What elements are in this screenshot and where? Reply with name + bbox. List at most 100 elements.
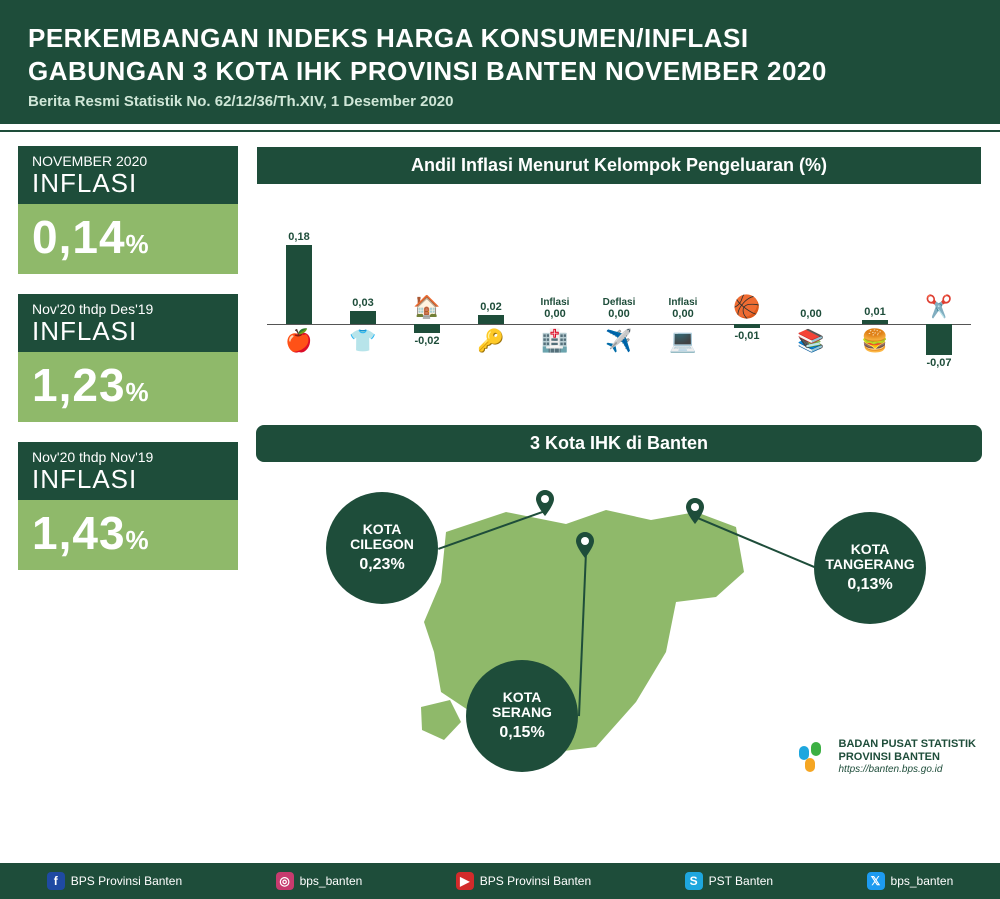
books-icon: 📚: [784, 328, 838, 354]
footer-item[interactable]: f BPS Provinsi Banten: [47, 872, 182, 890]
stat-line2: INFLASI: [32, 317, 224, 346]
agency-url: https://banten.bps.go.id: [839, 764, 977, 776]
bar: [414, 324, 440, 333]
footer-item[interactable]: 𝕏bps_banten: [867, 872, 954, 890]
facebook-icon: f: [47, 872, 65, 890]
instagram-icon: ◎: [276, 872, 294, 890]
stat-column: NOVEMBER 2020 INFLASI 0,14% Nov'20 thdp …: [18, 146, 238, 782]
stat-value: 0,14: [32, 211, 126, 263]
map-area: KOTACILEGON 0,23% KOTATANGERANG 0,13% KOTASE…: [256, 462, 982, 782]
bar-label: -0,02: [400, 335, 454, 347]
stat-value: 1,23: [32, 359, 126, 411]
stat-line1: NOVEMBER 2020: [32, 154, 224, 169]
bar-col-3: 0,02 🔑: [464, 184, 518, 414]
agency-line2: PROVINSI BANTEN: [839, 751, 977, 764]
bar-label: -0,01: [720, 330, 774, 342]
footer-label: bps_banten: [300, 874, 363, 888]
stat-card-2: Nov'20 thdp Nov'19 INFLASI 1,43%: [18, 442, 238, 570]
footer-item[interactable]: S PST Banten: [685, 872, 774, 890]
food-icon: 🍎: [272, 328, 326, 354]
bar-col-0: 0,18 🍎: [272, 184, 326, 414]
title-line-1: PERKEMBANGAN INDEKS HARGA KONSUMEN/INFLA…: [28, 23, 749, 53]
restaurant-icon: 🍔: [848, 328, 902, 354]
scissors-icon: ✂️: [912, 294, 966, 320]
bar-label: -0,07: [912, 357, 966, 369]
footer-item[interactable]: ◎ bps_banten: [276, 872, 363, 890]
footer-item[interactable]: ▶ BPS Provinsi Banten: [456, 872, 591, 890]
bar: [734, 324, 760, 328]
chart-area: 0,18 🍎 0,03 👕 -0,02 🏠 0,02 🔑 Inflasi0,00 🏥 Deflasi…: [257, 184, 981, 414]
right-column: Andil Inflasi Menurut Kelompok Pengeluar…: [256, 146, 982, 782]
stat-suffix: %: [126, 525, 150, 555]
content: NOVEMBER 2020 INFLASI 0,14% Nov'20 thdp …: [0, 132, 1000, 788]
bar-col-2: -0,02 🏠: [400, 184, 454, 414]
bar-col-8: 0,00 📚: [784, 184, 838, 414]
clothing-icon: 👕: [336, 328, 390, 354]
youtube-icon: ▶: [456, 872, 474, 890]
stat-card-1: Nov'20 thdp Des'19 INFLASI 1,23%: [18, 294, 238, 422]
footer: f BPS Provinsi Banten ◎ bps_banten ▶ BPS Prov…: [0, 863, 1000, 899]
bar-label: Inflasi0,00: [528, 298, 582, 320]
bar-col-1: 0,03 👕: [336, 184, 390, 414]
stat-card-0: NOVEMBER 2020 INFLASI 0,14%: [18, 146, 238, 274]
footer-label: BPS Provinsi Banten: [480, 874, 591, 888]
plane-icon: ✈️: [592, 328, 646, 354]
hospital-icon: 🏥: [528, 328, 582, 354]
bar-col-6: Inflasi0,00 💻: [656, 184, 710, 414]
stat-line2: INFLASI: [32, 465, 224, 494]
agency-line1: BADAN PUSAT STATISTIK: [839, 738, 977, 751]
map-title: 3 Kota IHK di Banten: [256, 425, 982, 462]
stat-line1: Nov'20 thdp Nov'19: [32, 450, 224, 465]
bar: [926, 324, 952, 355]
bar: [350, 311, 376, 324]
stat-suffix: %: [126, 377, 150, 407]
house-icon: 🏠: [400, 294, 454, 320]
inflation-chart: Andil Inflasi Menurut Kelompok Pengeluar…: [256, 146, 982, 415]
chart-bars: 0,18 🍎 0,03 👕 -0,02 🏠 0,02 🔑 Inflasi0,00 🏥 Deflasi…: [267, 184, 971, 414]
agency-text: BADAN PUSAT STATISTIK PROVINSI BANTEN ht…: [839, 738, 977, 776]
city-value: 0,13%: [814, 576, 926, 594]
city-value: 0,23%: [326, 556, 438, 574]
sports-icon: 🏀: [720, 294, 774, 320]
laptop-icon: 💻: [656, 328, 710, 354]
agency-block: BADAN PUSAT STATISTIK PROVINSI BANTEN ht…: [797, 738, 977, 776]
footer-label: PST Banten: [709, 874, 774, 888]
bar-col-7: -0,01 🏀: [720, 184, 774, 414]
footer-label: BPS Provinsi Banten: [71, 874, 182, 888]
chart-title: Andil Inflasi Menurut Kelompok Pengeluar…: [257, 147, 981, 184]
header: PERKEMBANGAN INDEKS HARGA KONSUMEN/INFLA…: [0, 0, 1000, 124]
stat-line2: INFLASI: [32, 169, 224, 198]
footer-label: bps_banten: [891, 874, 954, 888]
bar-label: 0,01: [848, 306, 902, 318]
bar: [862, 320, 888, 324]
bps-logo-icon: [797, 740, 831, 774]
bar-label: 0,18: [272, 231, 326, 243]
bar-label: Deflasi0,00: [592, 298, 646, 320]
title-line-2: GABUNGAN 3 KOTA IHK PROVINSI BANTEN NOVE…: [28, 56, 827, 86]
bar-col-10: -0,07 ✂️: [912, 184, 966, 414]
city-value: 0,15%: [466, 724, 578, 742]
page-title: PERKEMBANGAN INDEKS HARGA KONSUMEN/INFLA…: [28, 22, 972, 87]
bar: [286, 245, 312, 324]
bar-col-9: 0,01 🍔: [848, 184, 902, 414]
city-name: KOTASERANG: [466, 690, 578, 721]
city-bubble-2: KOTASERANG 0,15%: [466, 660, 578, 772]
bar-label: 0,02: [464, 301, 518, 313]
skype-icon: S: [685, 872, 703, 890]
stat-value: 1,43: [32, 507, 126, 559]
bar-col-5: Deflasi0,00 ✈️: [592, 184, 646, 414]
bar: [478, 315, 504, 324]
bar-label: 0,03: [336, 297, 390, 309]
city-name: KOTATANGERANG: [814, 542, 926, 573]
twitter-icon: 𝕏: [867, 872, 885, 890]
bar-col-4: Inflasi0,00 🏥: [528, 184, 582, 414]
city-bubble-0: KOTACILEGON 0,23%: [326, 492, 438, 604]
keys-icon: 🔑: [464, 328, 518, 354]
bar-label: Inflasi0,00: [656, 298, 710, 320]
page: PERKEMBANGAN INDEKS HARGA KONSUMEN/INFLA…: [0, 0, 1000, 899]
header-subtitle: Berita Resmi Statistik No. 62/12/36/Th.X…: [28, 93, 972, 110]
map-section: 3 Kota IHK di Banten KOTACILEGON0,23%KOT…: [256, 425, 982, 782]
bar-label: 0,00: [784, 308, 838, 320]
city-name: KOTACILEGON: [326, 522, 438, 553]
city-bubble-1: KOTATANGERANG 0,13%: [814, 512, 926, 624]
